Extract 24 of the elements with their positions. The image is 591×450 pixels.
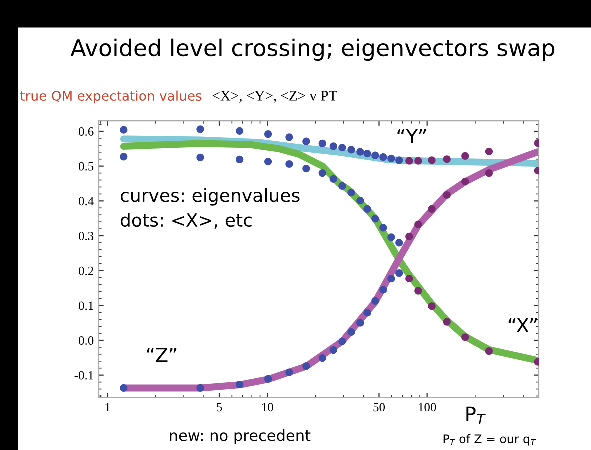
text: new: no precedent: [170, 430, 311, 444]
y-tick-label: -0.1: [74, 371, 94, 380]
text: P$_{T}$ of Z = our q$_{T}$: [444, 434, 536, 446]
chart-subtitle: true QM expectation values: [20, 90, 202, 104]
chart-title: Avoided level crossing; eigenvectors swap: [70, 38, 555, 62]
x-tick-label: 100: [419, 403, 436, 412]
y-tick-label: 0.0: [78, 336, 94, 346]
annotation: “X”: [508, 318, 538, 333]
x-tick-label: 5: [217, 403, 222, 412]
y-tick-label: 0.5: [78, 162, 94, 171]
y-tick-label: 0.3: [78, 232, 94, 241]
x-tick-label: 1: [106, 403, 110, 412]
y-tick-label: 0.4: [78, 197, 94, 206]
annotation: dots: <X>, etc: [120, 213, 252, 229]
annotation: curves: eigenvalues: [120, 188, 300, 206]
annotation: “Y”: [398, 129, 426, 144]
text: <X>, <Y>, <Z> v PT: [212, 91, 338, 103]
y-tick-label: 0.1: [78, 302, 94, 310]
annotation: “Z”: [147, 348, 177, 362]
y-tick-label: 0.6: [78, 128, 94, 136]
y-tick-label: 0.2: [78, 266, 94, 276]
x-tick-label: 50: [374, 403, 386, 412]
x-tick-label: 10: [262, 403, 274, 412]
x-axis-title: P$_{T}$: [466, 406, 486, 424]
